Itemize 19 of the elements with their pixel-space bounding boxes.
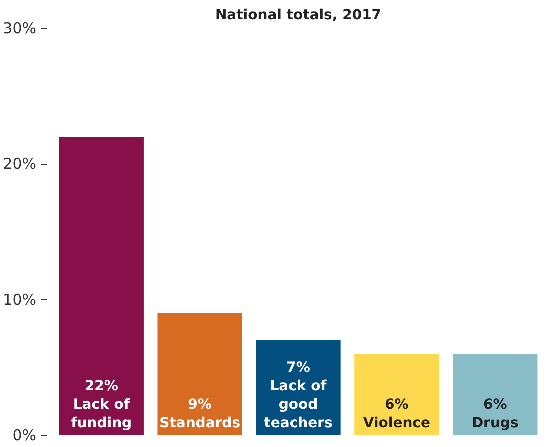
y-tick-label: 0% bbox=[12, 426, 36, 444]
x-tick-label: Lack of good teachers bbox=[264, 378, 333, 432]
x-tick-label: Violence bbox=[363, 415, 430, 432]
y-tick-label: 20% bbox=[3, 155, 37, 174]
x-tick-label: Standards bbox=[160, 415, 241, 432]
bar bbox=[453, 354, 538, 436]
data-label: 7% bbox=[286, 360, 310, 376]
data-label: 22% bbox=[84, 378, 118, 395]
bar bbox=[354, 354, 440, 436]
x-tick-label: Drugs bbox=[472, 415, 519, 432]
y-tick-label: 10% bbox=[3, 290, 37, 309]
bar bbox=[59, 137, 144, 436]
x-tick-label: Lack of funding bbox=[71, 397, 132, 432]
chart-title: National totals, 2017 bbox=[215, 8, 382, 24]
data-label: 6% bbox=[483, 397, 508, 414]
data-label: 6% bbox=[385, 397, 409, 414]
data-label: 9% bbox=[188, 397, 212, 414]
bar bbox=[158, 313, 242, 436]
y-tick-label: 30% bbox=[3, 20, 37, 38]
